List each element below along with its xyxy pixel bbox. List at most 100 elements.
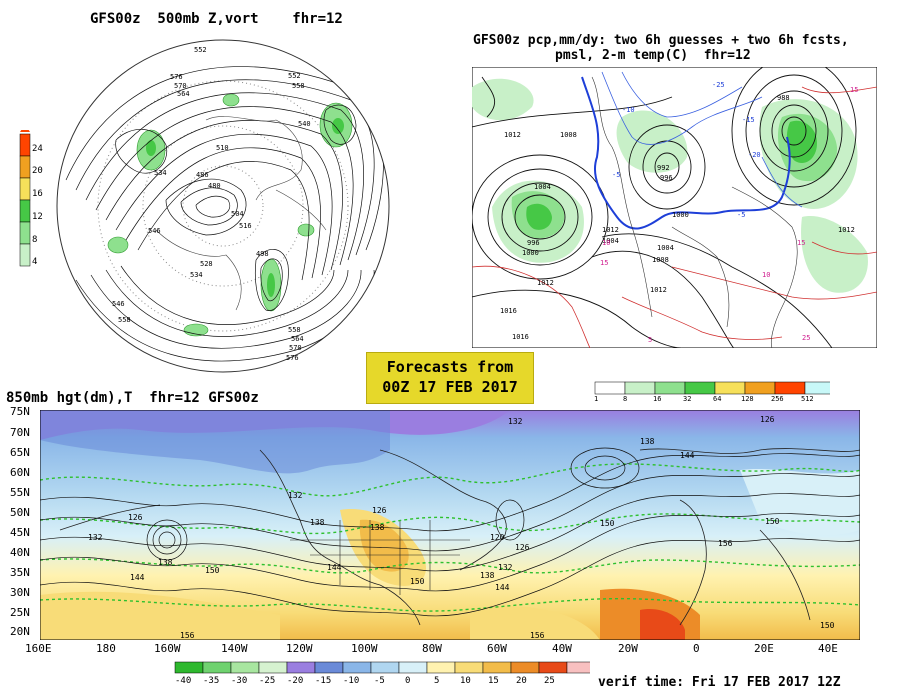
polar-map: 552 576 570 564 552 558 540 510 534 546 … bbox=[56, 39, 390, 373]
height-label: 126 bbox=[372, 506, 387, 515]
height-label: 156 bbox=[530, 631, 545, 640]
vort-legend-swatch bbox=[19, 243, 31, 267]
pcp-legend-label: 16 bbox=[653, 395, 662, 403]
height-label: 132 bbox=[508, 417, 523, 426]
pcp-legend-label: 128 bbox=[741, 395, 754, 403]
lat-label: 70N bbox=[10, 426, 30, 439]
lon-label: 60W bbox=[487, 642, 507, 655]
temp-label: -5 bbox=[612, 171, 620, 179]
temp-legend-swatch bbox=[538, 661, 568, 674]
height-label: 138 bbox=[480, 571, 495, 580]
temp-legend-swatch bbox=[258, 661, 288, 674]
pcp-legend-swatch bbox=[624, 381, 656, 395]
isobar-label: 1016 bbox=[512, 333, 529, 341]
contour-label: 540 bbox=[298, 120, 311, 128]
polar-map-boundary bbox=[56, 39, 390, 373]
temp-label: -20 bbox=[748, 151, 761, 159]
lat-label: 35N bbox=[10, 566, 30, 579]
pcp-legend-swatch bbox=[804, 381, 830, 395]
lat-label: 55N bbox=[10, 486, 30, 499]
temp-label: -5 bbox=[737, 211, 745, 219]
height-label: 126 bbox=[515, 543, 530, 552]
vort-legend-arrow bbox=[20, 130, 30, 132]
vort-legend-label: 12 bbox=[32, 212, 43, 222]
temp-label: 15 bbox=[850, 86, 858, 94]
lat-label: 65N bbox=[10, 446, 30, 459]
bottom-title: 850mb hgt(dm),T fhr=12 GFS00z bbox=[6, 390, 259, 406]
lon-label: 160E bbox=[25, 642, 52, 655]
isobar-label: 1012 bbox=[504, 131, 521, 139]
pcp-legend bbox=[594, 381, 830, 395]
vort-legend bbox=[19, 130, 31, 267]
temp-legend-swatch bbox=[510, 661, 540, 674]
pcp-legend-label: 1 bbox=[594, 395, 599, 403]
temp-legend-swatch bbox=[174, 661, 204, 674]
temp-legend-label: 5 bbox=[434, 676, 440, 686]
contour-label: 534 bbox=[154, 169, 167, 177]
temp-legend-label: -25 bbox=[259, 676, 276, 686]
temp-legend-label: -15 bbox=[315, 676, 332, 686]
contour-label: 546 bbox=[148, 227, 161, 235]
temp-labels: 15 10 15 15 10 25 5 bbox=[600, 86, 858, 344]
banner-line2: 00Z 17 FEB 2017 bbox=[382, 378, 518, 396]
warm-isotherms bbox=[472, 86, 877, 348]
temp-legend-swatch bbox=[342, 661, 372, 674]
lat-label: 75N bbox=[10, 405, 30, 418]
coastlines bbox=[59, 448, 860, 626]
temp-legend-label: 25 bbox=[544, 676, 555, 686]
temp-legend-label: 0 bbox=[405, 676, 411, 686]
vort-legend-label: 20 bbox=[32, 166, 43, 176]
isobar-label: 1004 bbox=[602, 237, 619, 245]
pmsl-labels: 1012 1008 1004 996 1000 1012 1016 1008 1… bbox=[500, 94, 855, 341]
hgt-temp-map: 126 132 138 150 144 156 132 138 126 138 … bbox=[40, 410, 860, 640]
lat-label: 30N bbox=[10, 586, 30, 599]
temp-label: 10 bbox=[602, 239, 610, 247]
pcp-legend-label: 512 bbox=[801, 395, 814, 403]
height-label: 132 bbox=[498, 563, 513, 572]
state-borders bbox=[290, 520, 470, 595]
lon-label: 100W bbox=[351, 642, 378, 655]
contour-label: 546 bbox=[112, 300, 125, 308]
lon-label: 20E bbox=[754, 642, 774, 655]
height-contours bbox=[65, 66, 384, 362]
temp-legend-label: -35 bbox=[203, 676, 220, 686]
isobar-label: 1008 bbox=[560, 131, 577, 139]
lat-label: 20N bbox=[10, 625, 30, 638]
temp-legend-swatch bbox=[566, 661, 590, 674]
temp-legend-swatch bbox=[202, 661, 232, 674]
temp-label: -15 bbox=[742, 116, 755, 124]
isobar-label: 992 bbox=[657, 164, 670, 172]
temp-legend-swatch bbox=[398, 661, 428, 674]
lon-label: 160W bbox=[154, 642, 181, 655]
temp-legend-swatch bbox=[286, 661, 316, 674]
height-label: 150 bbox=[820, 621, 835, 630]
contour-label: 552 bbox=[288, 72, 301, 80]
lat-label: 50N bbox=[10, 506, 30, 519]
height-labels: 126 132 138 150 144 156 132 138 126 138 … bbox=[88, 415, 835, 640]
isobar-label: 1004 bbox=[657, 244, 674, 252]
contour-label: 576 bbox=[170, 73, 183, 81]
contour-label: 558 bbox=[292, 82, 305, 90]
temp-legend-label: -40 bbox=[175, 676, 192, 686]
contour-label: 528 bbox=[200, 260, 213, 268]
lon-label: 40E bbox=[818, 642, 838, 655]
temp-legend-label: 10 bbox=[460, 676, 471, 686]
vort-legend-label: 8 bbox=[32, 235, 38, 245]
isobar-label: 1012 bbox=[537, 279, 554, 287]
forecast-banner: Forecasts from 00Z 17 FEB 2017 bbox=[366, 352, 534, 404]
temp-legend-label: -5 bbox=[374, 676, 385, 686]
banner-line1: Forecasts from bbox=[386, 358, 514, 376]
top-right-title-line1: GFS00z pcp,mm/dy: two 6h guesses + two 6… bbox=[473, 33, 849, 48]
contour-label: 570 bbox=[174, 82, 187, 90]
temp-label: 15 bbox=[600, 259, 608, 267]
contour-label: 558 bbox=[118, 316, 131, 324]
temp-legend-swatch bbox=[230, 661, 260, 674]
temp-legend-swatch bbox=[482, 661, 512, 674]
lat-label: 45N bbox=[10, 526, 30, 539]
isobar-label: 996 bbox=[660, 174, 673, 182]
cold-temp-labels: -5 -10 -20 -25 -15 -5 bbox=[612, 81, 761, 219]
temp-legend-label: -20 bbox=[287, 676, 304, 686]
temp-label: 10 bbox=[762, 271, 770, 279]
height-label: 150 bbox=[765, 517, 780, 526]
isobars bbox=[472, 67, 857, 348]
